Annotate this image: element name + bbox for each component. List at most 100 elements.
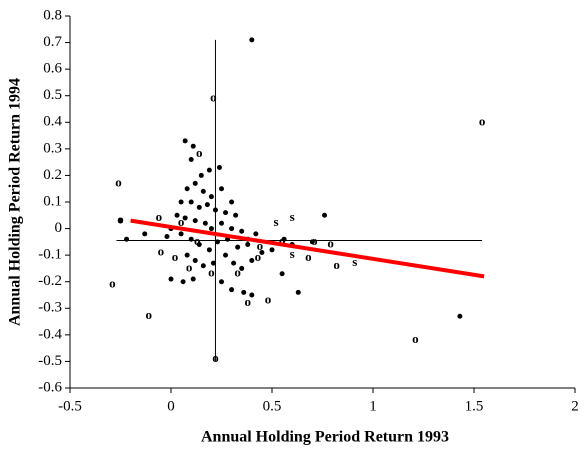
point — [223, 210, 229, 216]
point — [249, 257, 255, 263]
point — [229, 199, 235, 205]
point: o — [279, 233, 286, 248]
point: o — [208, 265, 215, 280]
point — [164, 234, 170, 240]
point — [200, 263, 206, 269]
point — [259, 249, 265, 255]
point — [178, 231, 184, 237]
point — [231, 260, 237, 266]
y-tick-label: 0.2 — [43, 167, 62, 183]
y-tick-label: -0.6 — [38, 379, 62, 395]
point: o — [109, 275, 116, 290]
point — [249, 292, 255, 298]
point — [212, 207, 218, 213]
point — [124, 236, 130, 242]
point: s — [290, 209, 295, 224]
point — [223, 252, 229, 258]
point — [188, 236, 194, 242]
x-tick-label: 1 — [369, 398, 377, 414]
point — [188, 199, 194, 205]
point: o — [196, 145, 203, 160]
point — [281, 236, 287, 242]
point: o — [333, 257, 340, 272]
y-tick-label: -0.5 — [38, 353, 62, 369]
point — [309, 239, 315, 245]
point — [180, 279, 186, 285]
point: o — [479, 113, 486, 128]
point — [245, 242, 251, 248]
point: o — [265, 291, 272, 306]
y-tick-label: 0.7 — [43, 34, 62, 50]
point: o — [117, 212, 124, 227]
point — [204, 202, 210, 208]
point: o — [115, 174, 122, 189]
y-tick-label: -0.1 — [38, 247, 62, 263]
point — [192, 257, 198, 263]
y-tick-label: -0.3 — [38, 300, 62, 316]
point: o — [212, 350, 219, 365]
point — [196, 204, 202, 210]
point — [214, 239, 220, 245]
point — [182, 138, 188, 144]
y-tick-label: 0.4 — [43, 114, 62, 130]
point — [249, 37, 255, 43]
y-tick-label: 0.5 — [43, 87, 62, 103]
y-tick-label: -0.4 — [38, 326, 62, 342]
y-axis-label: Annual Holding Period Return 1994 — [7, 78, 24, 326]
point: o — [186, 259, 193, 274]
point — [239, 228, 245, 234]
x-axis-label: Annual Holding Period Return 1993 — [201, 429, 449, 446]
point — [196, 242, 202, 248]
point — [142, 231, 148, 237]
point — [206, 247, 212, 253]
x-tick-label: 0 — [167, 398, 175, 414]
point — [168, 276, 174, 282]
point — [190, 143, 196, 149]
point — [182, 215, 188, 221]
point — [322, 212, 328, 218]
point — [174, 212, 180, 218]
point: o — [412, 331, 419, 346]
point: o — [146, 307, 153, 322]
point — [239, 265, 245, 271]
point: o — [178, 214, 185, 229]
point: s — [274, 214, 279, 229]
point: o — [245, 294, 252, 309]
point — [178, 199, 184, 205]
point — [279, 271, 285, 277]
point — [198, 172, 204, 178]
x-tick-label: 2 — [571, 398, 579, 414]
point — [206, 167, 212, 173]
point — [219, 186, 224, 192]
y-tick-label: 0.8 — [43, 7, 62, 23]
point — [190, 276, 196, 282]
point: o — [257, 238, 264, 253]
y-tick-label: 0.3 — [43, 140, 62, 156]
y-tick-label: -0.2 — [38, 273, 62, 289]
point: o — [194, 233, 201, 248]
y-tick-label: 0.1 — [43, 193, 62, 209]
x-tick-label: 1.5 — [465, 398, 484, 414]
point: o — [210, 89, 217, 104]
point — [210, 260, 216, 266]
point: o — [156, 209, 163, 224]
point — [184, 252, 190, 258]
point — [219, 279, 224, 285]
point — [192, 218, 198, 224]
point — [457, 313, 463, 319]
point: o — [311, 233, 318, 248]
point — [200, 188, 206, 194]
point — [253, 231, 259, 237]
point: o — [305, 249, 312, 264]
point — [235, 244, 241, 250]
point — [188, 156, 194, 162]
point — [233, 212, 239, 218]
point — [229, 226, 235, 232]
x-tick-label: -0.5 — [58, 398, 82, 414]
point: o — [255, 249, 262, 264]
point: o — [158, 243, 165, 258]
point — [208, 194, 214, 200]
point: s — [352, 254, 357, 269]
point — [192, 180, 198, 186]
